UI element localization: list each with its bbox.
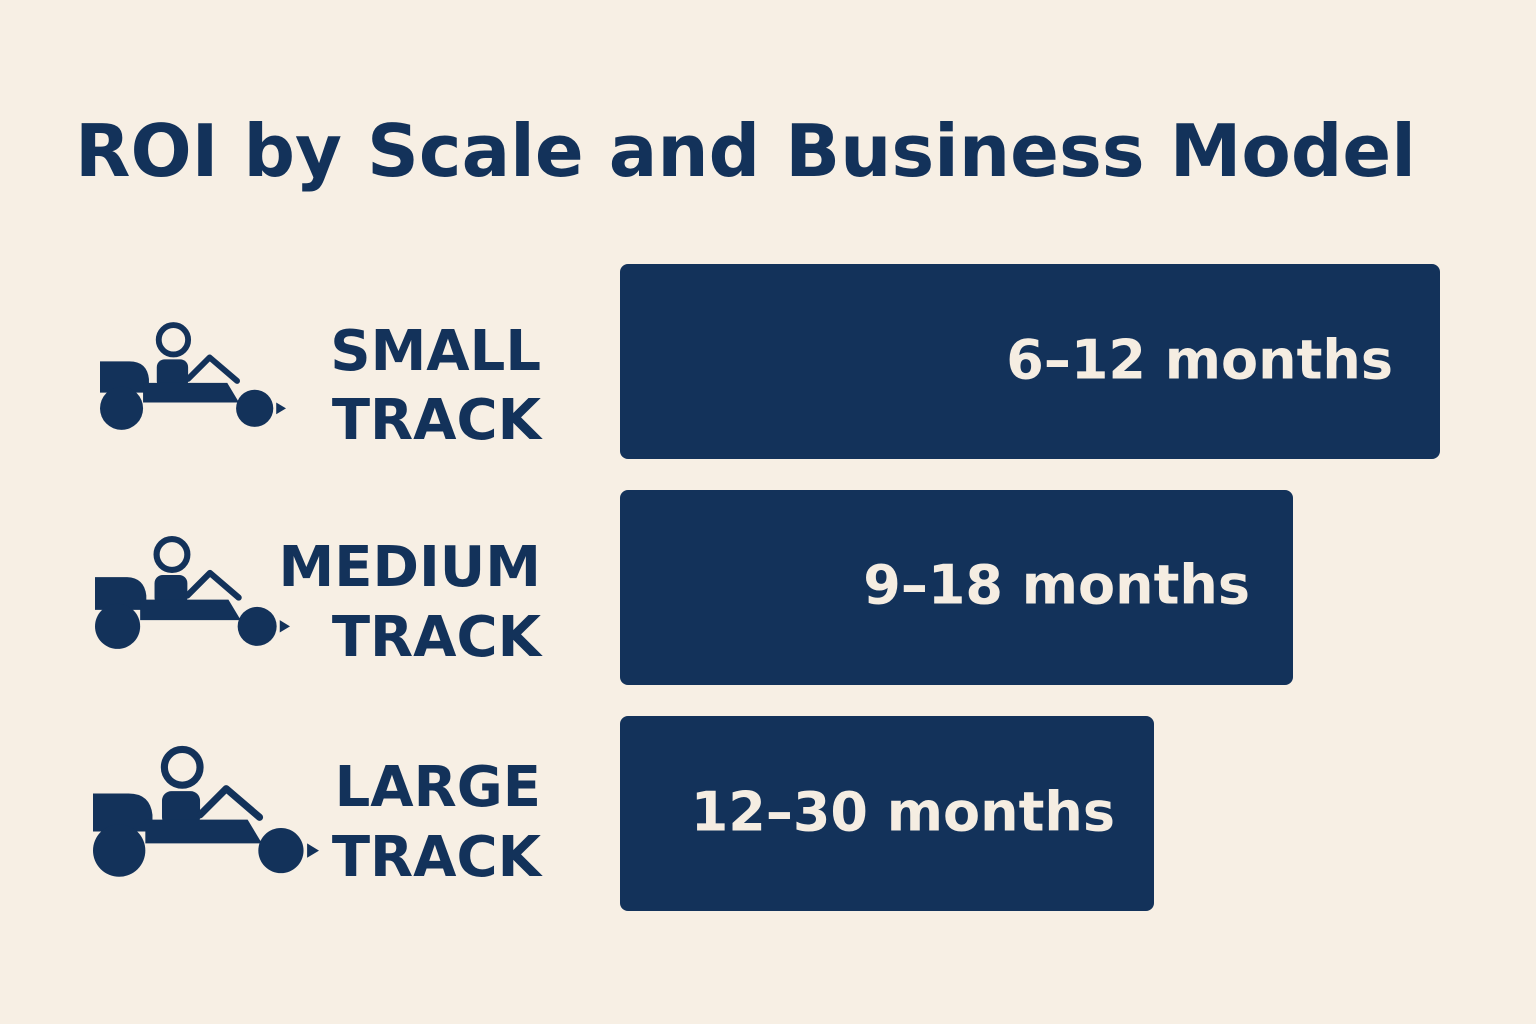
title: ROI by Scale and Business Model	[75, 109, 1416, 193]
row: LARGE TRACK 12–30 months	[93, 716, 1154, 911]
bar	[620, 264, 1440, 459]
row-label: TRACK	[332, 825, 544, 890]
kart-icon	[95, 539, 290, 649]
row-value: 12–30 months	[691, 781, 1115, 844]
bar	[620, 490, 1293, 685]
kart-icon	[93, 749, 319, 876]
row-label: MEDIUM	[279, 535, 542, 600]
bar	[620, 716, 1154, 911]
row: SMALL TRACK 6–12 months	[100, 264, 1440, 459]
kart-icon	[100, 325, 286, 430]
row-label: SMALL	[330, 319, 541, 384]
row-value: 9–18 months	[863, 554, 1250, 617]
row: MEDIUM TRACK 9–18 months	[95, 490, 1293, 685]
row-value: 6–12 months	[1006, 329, 1393, 392]
row-label: TRACK	[332, 605, 544, 670]
row-label: LARGE	[335, 755, 541, 820]
row-label: TRACK	[332, 388, 544, 453]
